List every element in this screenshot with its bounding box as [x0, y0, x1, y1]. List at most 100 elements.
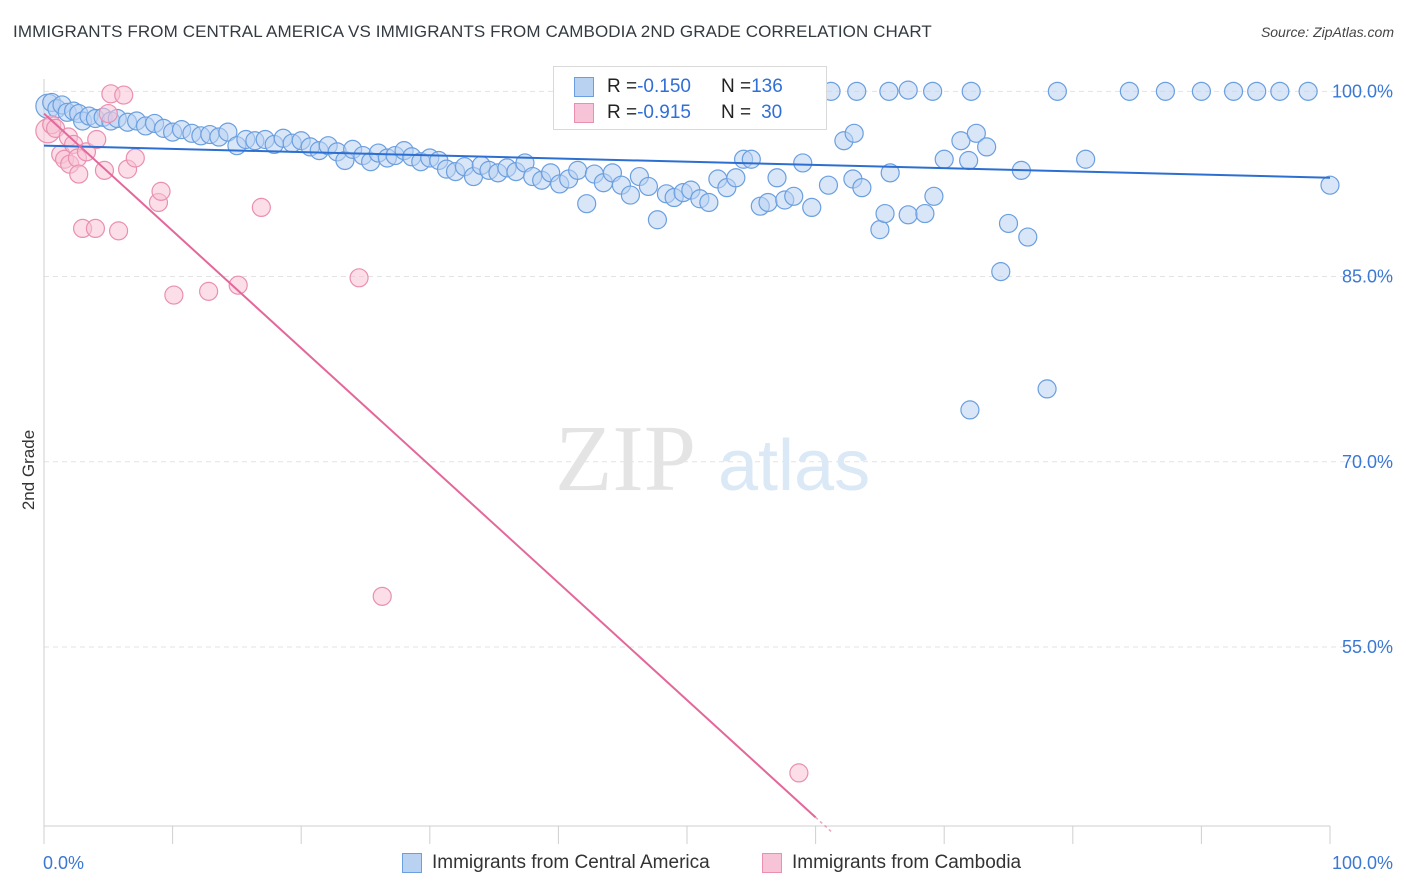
cambodia-point	[164, 285, 184, 305]
watermark: ZIP atlas	[555, 407, 870, 511]
cambodia-point	[114, 85, 134, 105]
central-america-point	[934, 149, 954, 169]
central-america-point	[784, 186, 804, 206]
central-america-point	[923, 81, 943, 101]
central-america-point	[1191, 81, 1212, 101]
central-america-point	[647, 210, 668, 230]
central-america-point	[699, 192, 719, 213]
central-america-point	[898, 80, 918, 100]
central-america-point	[802, 197, 822, 218]
central-america-point	[1270, 81, 1290, 101]
trend-line-central-america	[43, 144, 1331, 179]
x-tick-label: 0.0%	[43, 853, 84, 873]
watermark-zip: ZIP	[555, 407, 696, 511]
central-america-point	[1223, 81, 1244, 101]
central-america-point	[844, 123, 864, 143]
cambodia-point	[789, 763, 809, 783]
central-america-point	[1155, 81, 1175, 101]
central-america-point	[793, 153, 813, 173]
legend-label: Immigrants from Cambodia	[792, 852, 1022, 873]
central-america-point	[726, 168, 746, 188]
chart-title: IMMIGRANTS FROM CENTRAL AMERICA VS IMMIG…	[13, 22, 932, 41]
central-america-point	[1298, 81, 1318, 101]
stats-row-central-america: R = -0.150 N = 136	[574, 76, 783, 98]
central-america-point	[966, 123, 986, 143]
cambodia-point	[251, 197, 271, 218]
legend-item-cambodia[interactable]: Immigrants from Cambodia	[762, 852, 1021, 874]
cambodia-point	[108, 221, 129, 241]
legend-label: Immigrants from Central America	[432, 852, 710, 873]
central-america-point	[880, 163, 900, 183]
central-america-point	[218, 122, 238, 142]
central-america-point	[741, 149, 761, 169]
central-america-point	[758, 192, 778, 213]
central-america-point	[961, 81, 981, 101]
cambodia-point	[87, 129, 107, 150]
y-tick-label: 100.0%	[1332, 81, 1393, 101]
central-america-point	[1119, 81, 1139, 101]
central-america-point	[1018, 227, 1038, 247]
central-america-point	[898, 205, 918, 225]
central-america-point	[960, 400, 980, 420]
central-america-point	[1320, 175, 1340, 195]
cambodia-swatch	[762, 853, 782, 873]
cambodia-point	[69, 164, 89, 184]
central-america-point	[1037, 379, 1057, 399]
central-america-point	[879, 81, 899, 101]
central-america-point	[924, 186, 944, 206]
trend-line-cambodia	[43, 112, 817, 819]
central-america-point	[991, 262, 1011, 282]
central-america-point	[1076, 149, 1096, 169]
stats-legend: R = -0.150 N = 136 R = -0.915 N = 30	[553, 66, 827, 130]
stats-row-cambodia: R = -0.915 N = 30	[574, 102, 782, 124]
y-tick-label: 55.0%	[1342, 637, 1393, 657]
central-america-point	[852, 178, 872, 198]
central-america-point	[818, 175, 839, 195]
central-america-point	[638, 176, 659, 197]
series-central-america-points	[35, 80, 1340, 420]
r-value: -0.150	[637, 76, 691, 97]
central-america-point	[1047, 81, 1067, 101]
n-label: N =	[720, 102, 752, 123]
central-america-point	[620, 185, 641, 205]
cambodia-point	[125, 148, 145, 168]
central-america-point	[951, 131, 971, 151]
cambodia-point	[85, 218, 106, 238]
cambodia-point	[349, 268, 369, 288]
central-america-point	[959, 150, 979, 171]
n-value: 30	[761, 102, 783, 123]
tick-labels: 100.0% 85.0% 70.0% 55.0% 0.0% 100.0%	[43, 81, 1393, 873]
central-america-point	[1247, 81, 1267, 101]
central-america-point	[847, 81, 867, 101]
central-america-swatch	[402, 853, 422, 873]
watermark-atlas: atlas	[718, 426, 870, 506]
r-label: R =	[607, 102, 638, 123]
x-tick-label: 100.0%	[1332, 853, 1393, 873]
legend-item-central-america[interactable]: Immigrants from Central America	[402, 852, 710, 874]
central-america-swatch	[574, 77, 594, 97]
central-america-point	[998, 213, 1019, 234]
n-value: 136	[751, 76, 783, 97]
series-legend: Immigrants from Central America Immigran…	[0, 852, 1406, 878]
r-value: -0.915	[637, 102, 691, 123]
series-cambodia-points	[35, 84, 809, 783]
cambodia-point	[98, 103, 118, 124]
trend-lines	[43, 112, 1331, 832]
central-america-point	[767, 168, 787, 188]
cambodia-point	[372, 586, 392, 606]
cambodia-swatch	[574, 103, 594, 123]
central-america-point	[977, 137, 997, 157]
central-america-point	[577, 194, 597, 214]
r-label: R =	[607, 76, 638, 97]
cambodia-point	[228, 275, 248, 295]
trend-line-cambodia-extension	[815, 816, 832, 832]
axes	[43, 79, 1331, 844]
central-america-point	[915, 203, 935, 224]
central-america-point	[875, 203, 895, 224]
source-label: Source: ZipAtlas.com	[1260, 24, 1394, 40]
y-tick-label: 85.0%	[1342, 267, 1393, 287]
central-america-point	[870, 220, 890, 240]
cambodia-point	[199, 281, 219, 301]
central-america-point	[568, 160, 588, 180]
